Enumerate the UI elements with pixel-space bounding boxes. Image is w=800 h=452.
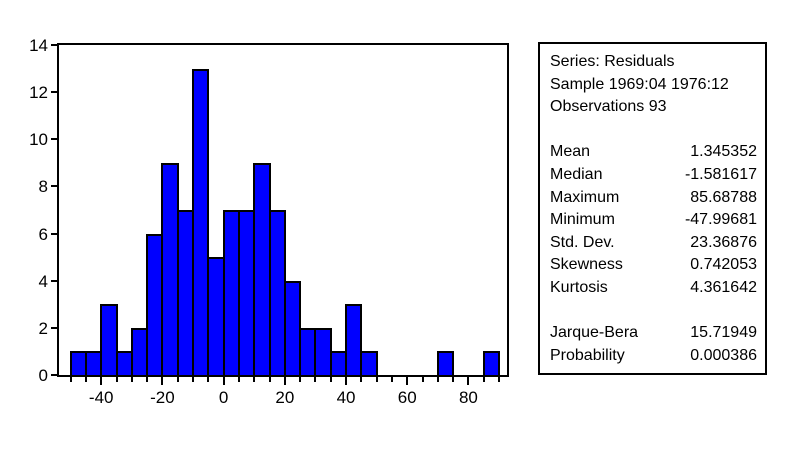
stats-row: Kurtosis 4.361642: [550, 277, 757, 300]
y-axis-tick-label: 10: [29, 130, 48, 150]
x-axis-tick: [482, 377, 485, 382]
x-axis-tick: [390, 377, 393, 382]
y-axis-tick-label: 2: [38, 318, 48, 338]
stat-value: -1.581617: [684, 165, 757, 183]
histogram-bar: [436, 351, 455, 375]
histogram-bar: [192, 68, 210, 375]
x-axis-tick: [299, 377, 302, 382]
x-axis-tick: [100, 377, 103, 385]
histogram-bar: [345, 304, 363, 375]
test-label: Jarque-Bera: [550, 324, 639, 342]
x-axis-tick: [130, 377, 133, 382]
stat-value: 85.68788: [690, 188, 757, 206]
y-axis-tick-label: 12: [29, 83, 48, 103]
stat-value: 0.742053: [690, 256, 757, 274]
stats-header-line: Sample 1969:04 1976:12: [550, 75, 729, 93]
stats-spacer: [550, 119, 757, 142]
y-axis-tick: [51, 44, 57, 46]
stats-row: Minimum -47.99681: [550, 209, 757, 232]
x-axis-tick: [467, 377, 470, 385]
stat-label: Median: [550, 165, 603, 183]
stats-spacer: [550, 300, 757, 323]
stats-box: Series: Residuals Sample 1969:04 1976:12 O…: [538, 42, 767, 375]
y-axis-tick: [51, 138, 57, 141]
x-axis-tick: [329, 377, 332, 382]
stats-row: Std. Dev. 23.36876: [550, 232, 757, 255]
y-axis-tick: [51, 185, 57, 188]
x-axis-tick-label: 0: [218, 388, 229, 407]
x-axis-tick: [161, 377, 164, 385]
x-axis-tick-label: -40: [88, 388, 114, 407]
x-axis-tick: [253, 377, 256, 382]
y-axis-tick: [51, 91, 57, 94]
stat-label: Skewness: [550, 256, 623, 274]
x-axis-tick: [436, 377, 439, 382]
x-axis-tick: [498, 377, 501, 382]
y-axis-tick: [51, 279, 57, 282]
stats-header-line: Series: Residuals: [550, 53, 675, 70]
x-axis-tick-label: 60: [397, 388, 417, 407]
x-axis-tick: [268, 377, 271, 382]
x-axis-tick: [345, 377, 348, 385]
x-axis-tick: [375, 377, 378, 382]
y-axis-tick-label: 0: [38, 366, 48, 385]
stat-label: Mean: [550, 143, 591, 161]
stat-label: Std. Dev.: [550, 233, 615, 251]
stats-row: Probability 0.000386: [550, 345, 757, 368]
x-axis-tick: [69, 377, 72, 382]
test-value: 0.000386: [690, 346, 757, 364]
stat-value: 4.361642: [690, 278, 757, 296]
stat-value: 23.36876: [690, 233, 757, 251]
x-axis-tick: [237, 377, 240, 382]
histogram-bar: [360, 351, 378, 375]
y-axis-tick: [51, 232, 57, 235]
x-axis-tick: [406, 377, 409, 385]
x-axis-tick-label: 40: [336, 388, 356, 407]
x-axis-tick: [207, 377, 210, 382]
y-axis-tick: [51, 374, 57, 376]
x-axis-tick: [115, 377, 118, 382]
histogram-bar: [314, 327, 332, 375]
stats-row: Median -1.581617: [550, 164, 757, 187]
x-axis-tick: [176, 377, 179, 382]
stats-row: Maximum 85.68788: [550, 187, 757, 210]
x-axis-tick-label: 80: [458, 388, 478, 407]
x-axis-tick: [192, 377, 195, 382]
y-axis-tick: [51, 326, 57, 329]
histogram-bar: [482, 351, 501, 375]
stats-row: Skewness 0.742053: [550, 254, 757, 277]
x-axis-tick: [314, 377, 317, 382]
stat-value: -47.99681: [684, 211, 757, 229]
x-axis-tick-label: -20: [150, 388, 175, 407]
histogram-bar: [100, 304, 118, 375]
stat-value: 1.345352: [690, 143, 757, 161]
y-axis-tick-label: 4: [38, 271, 48, 291]
x-axis-tick: [146, 377, 149, 382]
stats-row: Mean 1.345352: [550, 141, 757, 164]
x-axis-tick: [360, 377, 363, 382]
stat-label: Kurtosis: [550, 278, 608, 296]
y-axis-tick-label: 8: [38, 177, 48, 197]
stat-label: Minimum: [550, 211, 615, 229]
stat-label: Maximum: [550, 188, 620, 206]
y-axis-tick-label: 14: [29, 36, 48, 55]
stats-header-line: Observations 93: [550, 98, 667, 116]
y-axis-tick-label: 6: [38, 224, 48, 244]
x-axis-tick: [452, 377, 455, 382]
x-axis-tick-label: 20: [275, 388, 295, 407]
x-axis-tick: [84, 377, 87, 382]
test-value: 15.71949: [690, 324, 757, 342]
test-label: Probability: [550, 346, 625, 364]
plot-area: [57, 43, 509, 377]
stats-row: Jarque-Bera 15.71949: [550, 322, 757, 345]
x-axis-tick: [222, 377, 225, 385]
x-axis-tick: [283, 377, 286, 385]
x-axis-tick: [421, 377, 424, 382]
